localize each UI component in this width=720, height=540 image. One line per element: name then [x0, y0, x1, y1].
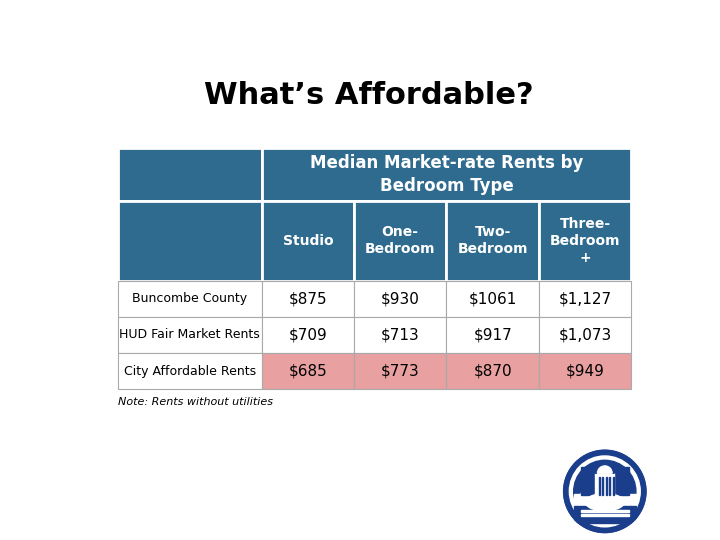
- Bar: [574, 506, 636, 523]
- Bar: [118, 201, 261, 281]
- Text: $1,127: $1,127: [559, 291, 611, 306]
- Bar: [539, 281, 631, 317]
- Bar: [446, 201, 539, 281]
- Bar: [581, 510, 629, 512]
- Bar: [354, 353, 446, 389]
- Bar: [446, 353, 539, 389]
- Text: $917: $917: [473, 327, 512, 342]
- Circle shape: [563, 449, 647, 534]
- Bar: [599, 477, 600, 495]
- Circle shape: [570, 456, 640, 527]
- Text: City Affordable Rents: City Affordable Rents: [124, 364, 256, 377]
- Bar: [606, 477, 607, 495]
- Text: Note: Rents without utilities: Note: Rents without utilities: [118, 397, 273, 408]
- Bar: [539, 317, 631, 353]
- Bar: [354, 317, 446, 353]
- Bar: [261, 201, 354, 281]
- Bar: [581, 467, 629, 495]
- Bar: [261, 148, 631, 201]
- Bar: [539, 353, 631, 389]
- Ellipse shape: [581, 483, 629, 507]
- Bar: [118, 317, 261, 353]
- Bar: [539, 201, 631, 281]
- Text: $930: $930: [381, 291, 420, 306]
- Wedge shape: [595, 464, 614, 473]
- Text: $949: $949: [566, 363, 605, 379]
- Text: $773: $773: [381, 363, 420, 379]
- Bar: [446, 281, 539, 317]
- Bar: [118, 353, 261, 389]
- Text: $685: $685: [289, 363, 327, 379]
- Text: Studio: Studio: [282, 234, 333, 248]
- Text: Two-
Bedroom: Two- Bedroom: [457, 225, 528, 256]
- Circle shape: [574, 460, 636, 523]
- Text: $709: $709: [289, 327, 327, 342]
- Bar: [118, 281, 261, 317]
- Text: HUD Fair Market Rents: HUD Fair Market Rents: [120, 328, 260, 341]
- Bar: [261, 317, 354, 353]
- Bar: [354, 201, 446, 281]
- Bar: [354, 281, 446, 317]
- Bar: [574, 494, 636, 507]
- Text: Three-
Bedroom
+: Three- Bedroom +: [550, 217, 621, 265]
- Text: One-
Bedroom: One- Bedroom: [365, 225, 436, 256]
- Text: $713: $713: [381, 327, 420, 342]
- Bar: [602, 477, 603, 495]
- Bar: [446, 317, 539, 353]
- Bar: [118, 148, 261, 201]
- Text: Median Market-rate Rents by
Bedroom Type: Median Market-rate Rents by Bedroom Type: [310, 154, 583, 194]
- Bar: [595, 473, 614, 495]
- Text: What’s Affordable?: What’s Affordable?: [204, 82, 534, 111]
- Text: $1061: $1061: [469, 291, 517, 306]
- Bar: [609, 477, 611, 495]
- Text: Buncombe County: Buncombe County: [132, 292, 248, 305]
- Bar: [581, 514, 629, 516]
- Bar: [261, 281, 354, 317]
- Text: $1,073: $1,073: [559, 327, 612, 342]
- Text: $870: $870: [473, 363, 512, 379]
- Ellipse shape: [585, 494, 624, 511]
- Wedge shape: [598, 466, 612, 473]
- Bar: [261, 353, 354, 389]
- Text: $875: $875: [289, 291, 327, 306]
